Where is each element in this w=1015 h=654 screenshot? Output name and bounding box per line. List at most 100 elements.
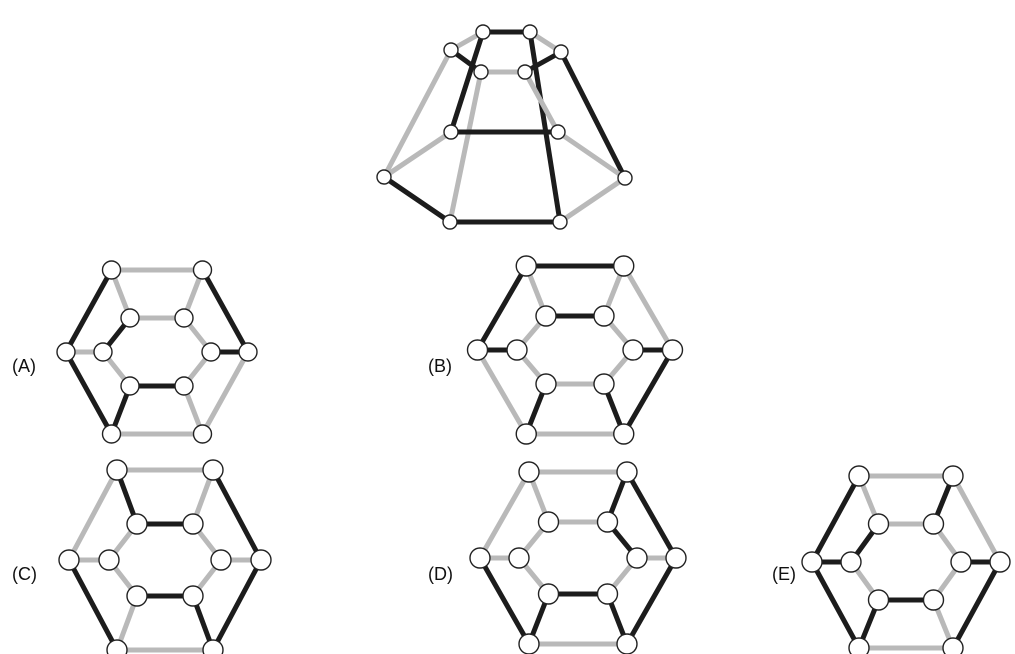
top-frustum-figure-edge-dark bbox=[527, 29, 563, 225]
option-d-figure-node bbox=[616, 633, 638, 654]
option-b-figure-node bbox=[613, 255, 635, 277]
top-frustum-figure-edge-light bbox=[381, 47, 454, 180]
option-e-figure-node bbox=[922, 589, 945, 611]
option-a-figure-node bbox=[56, 342, 76, 362]
option-a-figure-edge-light bbox=[200, 349, 251, 437]
option-e-figure-node bbox=[989, 551, 1011, 573]
option-e-figure-node bbox=[942, 465, 964, 487]
option-e-figure-edge-dark bbox=[809, 473, 862, 565]
option-d-figure-edge-dark bbox=[624, 469, 679, 561]
option-label-b: (B) bbox=[428, 356, 452, 376]
option-c-figure-node bbox=[58, 549, 80, 571]
option-e-figure-node bbox=[840, 551, 862, 573]
top-frustum-figure-edge-light bbox=[447, 69, 484, 225]
top-frustum-figure-node bbox=[552, 214, 568, 230]
option-a-figure-node bbox=[120, 308, 140, 328]
option-d-figure-node bbox=[626, 547, 648, 569]
option-c-figure-node bbox=[250, 549, 272, 571]
option-c-figure-node bbox=[98, 549, 120, 571]
option-b-figure bbox=[466, 255, 684, 445]
option-b-figure-node bbox=[622, 339, 644, 361]
top-frustum-figure-edge-dark bbox=[448, 29, 486, 135]
top-frustum-figure-node bbox=[443, 124, 459, 140]
option-e-figure-node bbox=[801, 551, 823, 573]
top-frustum-figure-edge-light bbox=[522, 69, 561, 135]
option-a-figure-node bbox=[238, 342, 258, 362]
option-d-figure-edge-dark bbox=[477, 555, 532, 647]
option-b-figure-node bbox=[506, 339, 528, 361]
top-frustum-figure-node bbox=[473, 64, 489, 80]
option-a-figure-node bbox=[174, 376, 194, 396]
option-label-c: (C) bbox=[12, 564, 37, 584]
option-d-figure bbox=[469, 461, 687, 654]
top-frustum-figure-node bbox=[522, 24, 538, 40]
option-c-figure-edge-dark bbox=[66, 557, 120, 653]
option-a-figure-node bbox=[201, 342, 221, 362]
option-b-figure-node bbox=[515, 255, 537, 277]
option-c-figure-node bbox=[182, 513, 204, 535]
option-a-figure bbox=[56, 260, 258, 444]
option-a-figure-node bbox=[120, 376, 140, 396]
option-b-figure-node bbox=[466, 339, 489, 361]
option-b-figure-node bbox=[593, 305, 615, 327]
option-b-figure-node bbox=[515, 423, 537, 445]
option-a-figure-node bbox=[101, 424, 122, 444]
option-label-a: (A) bbox=[12, 356, 36, 376]
option-label-e: (E) bbox=[772, 564, 796, 584]
option-c-figure-node bbox=[126, 513, 148, 535]
option-e-figure-edge-dark bbox=[809, 559, 862, 651]
option-b-figure-edge-dark bbox=[475, 263, 529, 353]
option-e-figure-node bbox=[848, 465, 870, 487]
option-a-figure-node bbox=[192, 424, 213, 444]
option-label-d: (D) bbox=[428, 564, 453, 584]
option-c-figure-node bbox=[202, 639, 224, 654]
option-e-figure-node bbox=[848, 637, 870, 654]
option-c-figure-node bbox=[126, 585, 148, 607]
option-c-figure-node bbox=[202, 459, 224, 481]
option-c-figure-edge-light bbox=[66, 467, 120, 563]
option-d-figure-node bbox=[616, 461, 638, 483]
option-b-figure-node bbox=[661, 339, 684, 361]
option-c-figure-node bbox=[106, 639, 128, 654]
top-frustum-figure-node bbox=[443, 42, 459, 58]
option-e-figure-node bbox=[867, 513, 890, 535]
option-c-figure-node bbox=[106, 459, 128, 481]
option-c-figure bbox=[58, 459, 272, 654]
top-frustum-figure-node bbox=[475, 24, 491, 40]
option-b-figure-node bbox=[535, 305, 557, 327]
top-frustum-figure bbox=[376, 24, 633, 230]
option-a-figure-node bbox=[174, 308, 194, 328]
option-c-figure-node bbox=[210, 549, 232, 571]
option-b-figure-edge-light bbox=[475, 347, 529, 437]
option-a-figure-node bbox=[101, 260, 122, 280]
option-a-figure-edge-dark bbox=[63, 349, 114, 437]
top-frustum-figure-node bbox=[376, 169, 392, 185]
option-d-figure-node bbox=[596, 511, 619, 533]
option-d-figure-node bbox=[537, 583, 560, 605]
option-c-figure-node bbox=[182, 585, 204, 607]
top-frustum-figure-edge-light bbox=[557, 175, 628, 225]
option-a-figure-node bbox=[93, 342, 113, 362]
option-d-figure-edge-light bbox=[477, 469, 532, 561]
option-b-figure-node bbox=[593, 373, 615, 395]
top-frustum-figure-node bbox=[517, 64, 533, 80]
top-frustum-figure-edge-dark bbox=[558, 49, 628, 181]
option-b-figure-node bbox=[613, 423, 635, 445]
option-c-figure-edge-dark bbox=[210, 467, 264, 563]
top-frustum-figure-node bbox=[442, 214, 458, 230]
option-a-figure-edge-dark bbox=[200, 267, 251, 355]
option-e-figure-node bbox=[922, 513, 945, 535]
top-frustum-figure-edge-light bbox=[381, 129, 454, 180]
option-e-figure-edge-dark bbox=[950, 559, 1003, 651]
option-a-figure-edge-dark bbox=[63, 267, 114, 355]
option-d-figure-edge-dark bbox=[624, 555, 679, 647]
option-b-figure-edge-dark bbox=[621, 347, 675, 437]
top-frustum-figure-node bbox=[617, 170, 633, 186]
option-d-figure-node bbox=[518, 461, 540, 483]
option-e-figure-edge-light bbox=[950, 473, 1003, 565]
top-frustum-figure-edge-dark bbox=[381, 174, 453, 225]
option-e-figure bbox=[801, 465, 1011, 654]
option-e-figure-node bbox=[942, 637, 964, 654]
option-d-figure-node bbox=[469, 547, 491, 569]
